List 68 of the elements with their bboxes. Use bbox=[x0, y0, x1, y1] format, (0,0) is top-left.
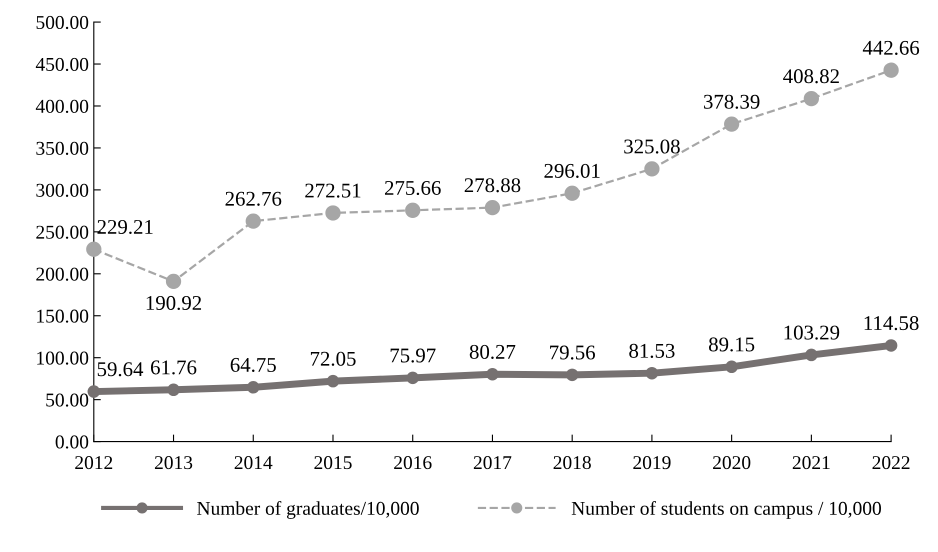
point bbox=[725, 360, 738, 374]
legend-label: Number of students on campus / 10,000 bbox=[572, 501, 881, 519]
x-tick-label: 2014 bbox=[234, 456, 272, 470]
data-label: 81.53 bbox=[629, 344, 675, 358]
data-label: 442.66 bbox=[862, 40, 920, 55]
data-label: 325.08 bbox=[624, 139, 680, 154]
x-tick-label: 2018 bbox=[554, 456, 591, 470]
y-tick-label: 300.00 bbox=[36, 184, 88, 197]
data-label: 378.39 bbox=[704, 94, 760, 109]
y-tick-label: 100.00 bbox=[37, 352, 88, 365]
data-label: 296.01 bbox=[544, 164, 600, 178]
data-label: 80.27 bbox=[470, 344, 516, 359]
point bbox=[247, 381, 260, 394]
data-label: 114.58 bbox=[864, 316, 919, 330]
y-tick-label: 200.00 bbox=[36, 268, 88, 281]
point bbox=[805, 348, 818, 362]
point bbox=[724, 116, 740, 132]
point bbox=[326, 374, 340, 388]
data-label: 272.51 bbox=[305, 184, 360, 198]
data-label: 190.92 bbox=[146, 296, 202, 310]
x-tick-label: 2022 bbox=[872, 456, 910, 470]
point bbox=[566, 368, 578, 382]
y-tick-label: 50.00 bbox=[46, 393, 88, 407]
data-label: 61.76 bbox=[150, 360, 196, 375]
data-label: 275.66 bbox=[384, 180, 441, 196]
point bbox=[884, 339, 898, 352]
y-tick-label: 400.00 bbox=[36, 100, 88, 114]
point bbox=[486, 368, 499, 380]
point bbox=[564, 186, 580, 201]
point bbox=[86, 242, 102, 257]
data-label: 79.56 bbox=[550, 346, 595, 360]
x-tick-label: 2013 bbox=[154, 456, 192, 470]
x-tick-label: 2012 bbox=[75, 456, 112, 470]
y-tick-label: 450.00 bbox=[36, 58, 88, 72]
point bbox=[246, 213, 261, 229]
point bbox=[804, 90, 820, 106]
point bbox=[88, 385, 100, 398]
point bbox=[167, 384, 180, 396]
point bbox=[484, 200, 500, 216]
data-label: 278.88 bbox=[464, 178, 520, 192]
data-label: 59.64 bbox=[98, 362, 144, 376]
x-tick-label: 2015 bbox=[314, 456, 352, 470]
y-tick-label: 0.00 bbox=[56, 435, 88, 449]
y-tick-label: 150.00 bbox=[37, 310, 88, 323]
data-label: 262.76 bbox=[226, 192, 282, 206]
data-label: 103.29 bbox=[784, 326, 840, 340]
point bbox=[883, 62, 899, 78]
data-label: 75.97 bbox=[390, 348, 436, 363]
point bbox=[406, 372, 419, 384]
y-tick-label: 250.00 bbox=[36, 226, 88, 239]
data-label: 72.05 bbox=[310, 352, 356, 366]
data-label: 89.15 bbox=[708, 337, 754, 352]
x-tick-label: 2016 bbox=[394, 456, 432, 470]
legend-label: Number of graduates/10,000 bbox=[197, 501, 419, 519]
data-label: 408.82 bbox=[783, 69, 839, 84]
x-tick-label: 2020 bbox=[713, 456, 750, 470]
point bbox=[405, 202, 420, 218]
y-tick-label: 350.00 bbox=[36, 142, 88, 155]
point bbox=[325, 205, 341, 221]
point bbox=[644, 161, 660, 176]
point bbox=[166, 274, 182, 290]
x-tick-label: 2019 bbox=[633, 456, 671, 470]
point bbox=[646, 366, 658, 380]
y-tick-label: 500.00 bbox=[36, 16, 88, 30]
x-tick-label: 2021 bbox=[792, 456, 830, 470]
data-label: 64.75 bbox=[230, 358, 276, 372]
data-label: 229.21 bbox=[97, 220, 153, 234]
x-tick-label: 2017 bbox=[474, 456, 512, 470]
